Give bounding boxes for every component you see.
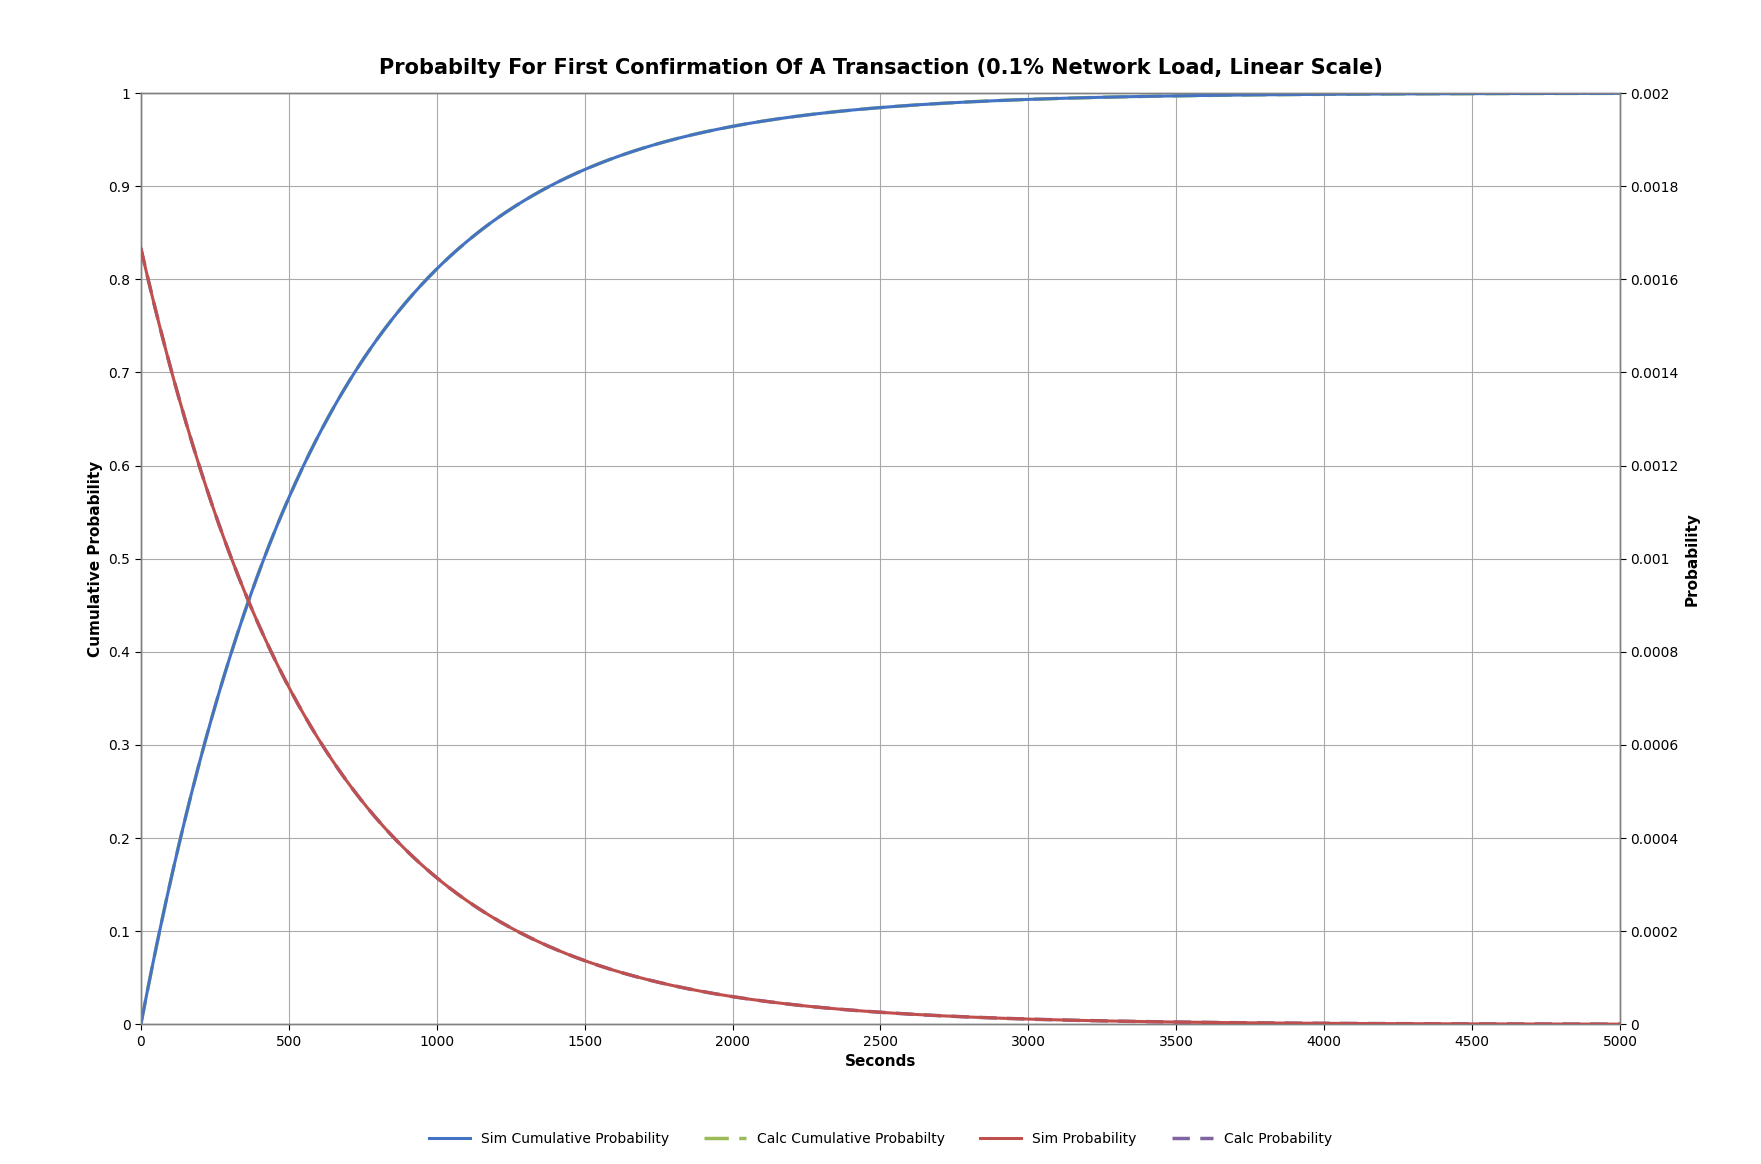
Calc Probability xyxy=(829,1002,851,1016)
Calc Cumulative Probabilty xyxy=(1025,92,1046,106)
Calc Cumulative Probabilty xyxy=(1079,91,1101,105)
Calc Probability xyxy=(1189,1015,1210,1029)
Sim Probability xyxy=(1025,1013,1046,1027)
Sim Probability xyxy=(498,920,519,934)
Sim Cumulative Probability xyxy=(1079,91,1101,105)
Sim Probability xyxy=(1079,1014,1101,1028)
Calc Probability xyxy=(498,920,519,934)
Y-axis label: Probability: Probability xyxy=(1685,512,1699,605)
Sim Probability xyxy=(1514,1017,1536,1031)
Calc Cumulative Probabilty xyxy=(1514,86,1536,100)
Calc Probability xyxy=(1514,1017,1536,1031)
Sim Probability xyxy=(130,241,151,255)
Calc Cumulative Probabilty xyxy=(1189,88,1210,102)
Calc Probability xyxy=(130,241,151,255)
X-axis label: Seconds: Seconds xyxy=(845,1055,916,1070)
Line: Sim Cumulative Probability: Sim Cumulative Probability xyxy=(141,93,1620,1024)
Sim Cumulative Probability xyxy=(829,105,851,119)
Legend: Sim Cumulative Probability, Calc Cumulative Probabilty, Sim Probability, Calc Pr: Sim Cumulative Probability, Calc Cumulat… xyxy=(423,1126,1338,1151)
Sim Probability xyxy=(1189,1015,1210,1029)
Calc Cumulative Probabilty xyxy=(498,203,519,217)
Sim Cumulative Probability xyxy=(1610,86,1631,100)
Line: Sim Probability: Sim Probability xyxy=(141,248,1620,1024)
Sim Cumulative Probability xyxy=(1514,86,1536,100)
Sim Cumulative Probability xyxy=(1025,92,1046,106)
Sim Cumulative Probability xyxy=(498,203,519,217)
Calc Cumulative Probabilty xyxy=(130,1017,151,1031)
Sim Probability xyxy=(829,1002,851,1016)
Sim Probability xyxy=(1610,1017,1631,1031)
Line: Calc Probability: Calc Probability xyxy=(141,248,1620,1024)
Title: Probabilty For First Confirmation Of A Transaction (0.1% Network Load, Linear Sc: Probabilty For First Confirmation Of A T… xyxy=(379,58,1382,78)
Sim Cumulative Probability xyxy=(130,1017,151,1031)
Calc Cumulative Probabilty xyxy=(829,105,851,119)
Calc Probability xyxy=(1610,1017,1631,1031)
Sim Cumulative Probability xyxy=(1189,88,1210,102)
Y-axis label: Cumulative Probability: Cumulative Probability xyxy=(88,461,102,656)
Calc Probability xyxy=(1079,1014,1101,1028)
Calc Cumulative Probabilty xyxy=(1610,86,1631,100)
Calc Probability xyxy=(1025,1013,1046,1027)
Line: Calc Cumulative Probabilty: Calc Cumulative Probabilty xyxy=(141,93,1620,1024)
